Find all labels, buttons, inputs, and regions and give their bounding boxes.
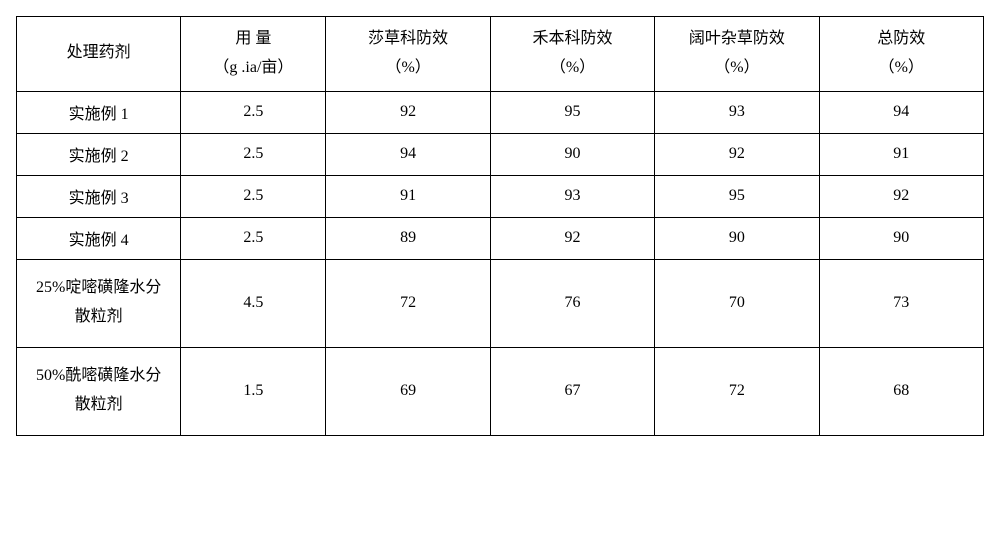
- cell-broadleaf: 92: [655, 133, 819, 175]
- cell-broadleaf: 95: [655, 175, 819, 217]
- header-grass-line2: （%）: [495, 54, 650, 83]
- cell-grass: 93: [490, 175, 654, 217]
- header-grass-line1: 禾本科防效: [495, 25, 650, 54]
- cell-grass: 76: [490, 259, 654, 347]
- cell-grass: 95: [490, 91, 654, 133]
- cell-treatment: 实施例 3: [17, 175, 181, 217]
- treatment-line2: 散粒剂: [21, 303, 176, 332]
- header-sedge-line2: （%）: [330, 54, 485, 83]
- cell-treatment: 实施例 1: [17, 91, 181, 133]
- treatment-line2: 散粒剂: [21, 391, 176, 420]
- table-body: 实施例 1 2.5 92 95 93 94 实施例 2 2.5 94 90 92…: [17, 91, 984, 435]
- cell-total: 68: [819, 347, 983, 435]
- header-row: 处理药剂 用 量 （g .ia/亩） 莎草科防效 （%） 禾本科防效 （%） 阔…: [17, 17, 984, 92]
- cell-sedge: 91: [326, 175, 490, 217]
- cell-total: 90: [819, 217, 983, 259]
- header-broadleaf-line1: 阔叶杂草防效: [659, 25, 814, 54]
- header-grass: 禾本科防效 （%）: [490, 17, 654, 92]
- cell-total: 73: [819, 259, 983, 347]
- treatment-line1: 50%酰嘧磺隆水分: [21, 362, 176, 391]
- header-total-line2: （%）: [824, 54, 979, 83]
- header-sedge-line1: 莎草科防效: [330, 25, 485, 54]
- cell-broadleaf: 72: [655, 347, 819, 435]
- table-row: 50%酰嘧磺隆水分 散粒剂 1.5 69 67 72 68: [17, 347, 984, 435]
- cell-broadleaf: 70: [655, 259, 819, 347]
- cell-sedge: 69: [326, 347, 490, 435]
- cell-broadleaf: 93: [655, 91, 819, 133]
- table-header: 处理药剂 用 量 （g .ia/亩） 莎草科防效 （%） 禾本科防效 （%） 阔…: [17, 17, 984, 92]
- header-dosage: 用 量 （g .ia/亩）: [181, 17, 326, 92]
- cell-grass: 90: [490, 133, 654, 175]
- cell-sedge: 89: [326, 217, 490, 259]
- table-row: 实施例 3 2.5 91 93 95 92: [17, 175, 984, 217]
- cell-treatment: 25%啶嘧磺隆水分 散粒剂: [17, 259, 181, 347]
- cell-dosage: 2.5: [181, 217, 326, 259]
- cell-treatment: 50%酰嘧磺隆水分 散粒剂: [17, 347, 181, 435]
- header-broadleaf-line2: （%）: [659, 54, 814, 83]
- cell-sedge: 94: [326, 133, 490, 175]
- cell-grass: 67: [490, 347, 654, 435]
- table-row: 实施例 1 2.5 92 95 93 94: [17, 91, 984, 133]
- cell-dosage: 2.5: [181, 91, 326, 133]
- table-row: 实施例 4 2.5 89 92 90 90: [17, 217, 984, 259]
- cell-treatment: 实施例 2: [17, 133, 181, 175]
- table-row: 实施例 2 2.5 94 90 92 91: [17, 133, 984, 175]
- treatment-line1: 25%啶嘧磺隆水分: [21, 274, 176, 303]
- cell-sedge: 72: [326, 259, 490, 347]
- header-sedge: 莎草科防效 （%）: [326, 17, 490, 92]
- cell-grass: 92: [490, 217, 654, 259]
- cell-total: 92: [819, 175, 983, 217]
- header-treatment: 处理药剂: [17, 17, 181, 92]
- header-broadleaf: 阔叶杂草防效 （%）: [655, 17, 819, 92]
- cell-sedge: 92: [326, 91, 490, 133]
- cell-dosage: 2.5: [181, 175, 326, 217]
- cell-total: 94: [819, 91, 983, 133]
- cell-dosage: 4.5: [181, 259, 326, 347]
- header-dosage-line2: （g .ia/亩）: [185, 54, 321, 83]
- efficacy-table: 处理药剂 用 量 （g .ia/亩） 莎草科防效 （%） 禾本科防效 （%） 阔…: [16, 16, 984, 436]
- header-treatment-line1: 处理药剂: [21, 39, 176, 68]
- cell-broadleaf: 90: [655, 217, 819, 259]
- header-dosage-line1: 用 量: [185, 25, 321, 54]
- cell-dosage: 1.5: [181, 347, 326, 435]
- table-row: 25%啶嘧磺隆水分 散粒剂 4.5 72 76 70 73: [17, 259, 984, 347]
- cell-treatment: 实施例 4: [17, 217, 181, 259]
- header-total-line1: 总防效: [824, 25, 979, 54]
- cell-dosage: 2.5: [181, 133, 326, 175]
- cell-total: 91: [819, 133, 983, 175]
- header-total: 总防效 （%）: [819, 17, 983, 92]
